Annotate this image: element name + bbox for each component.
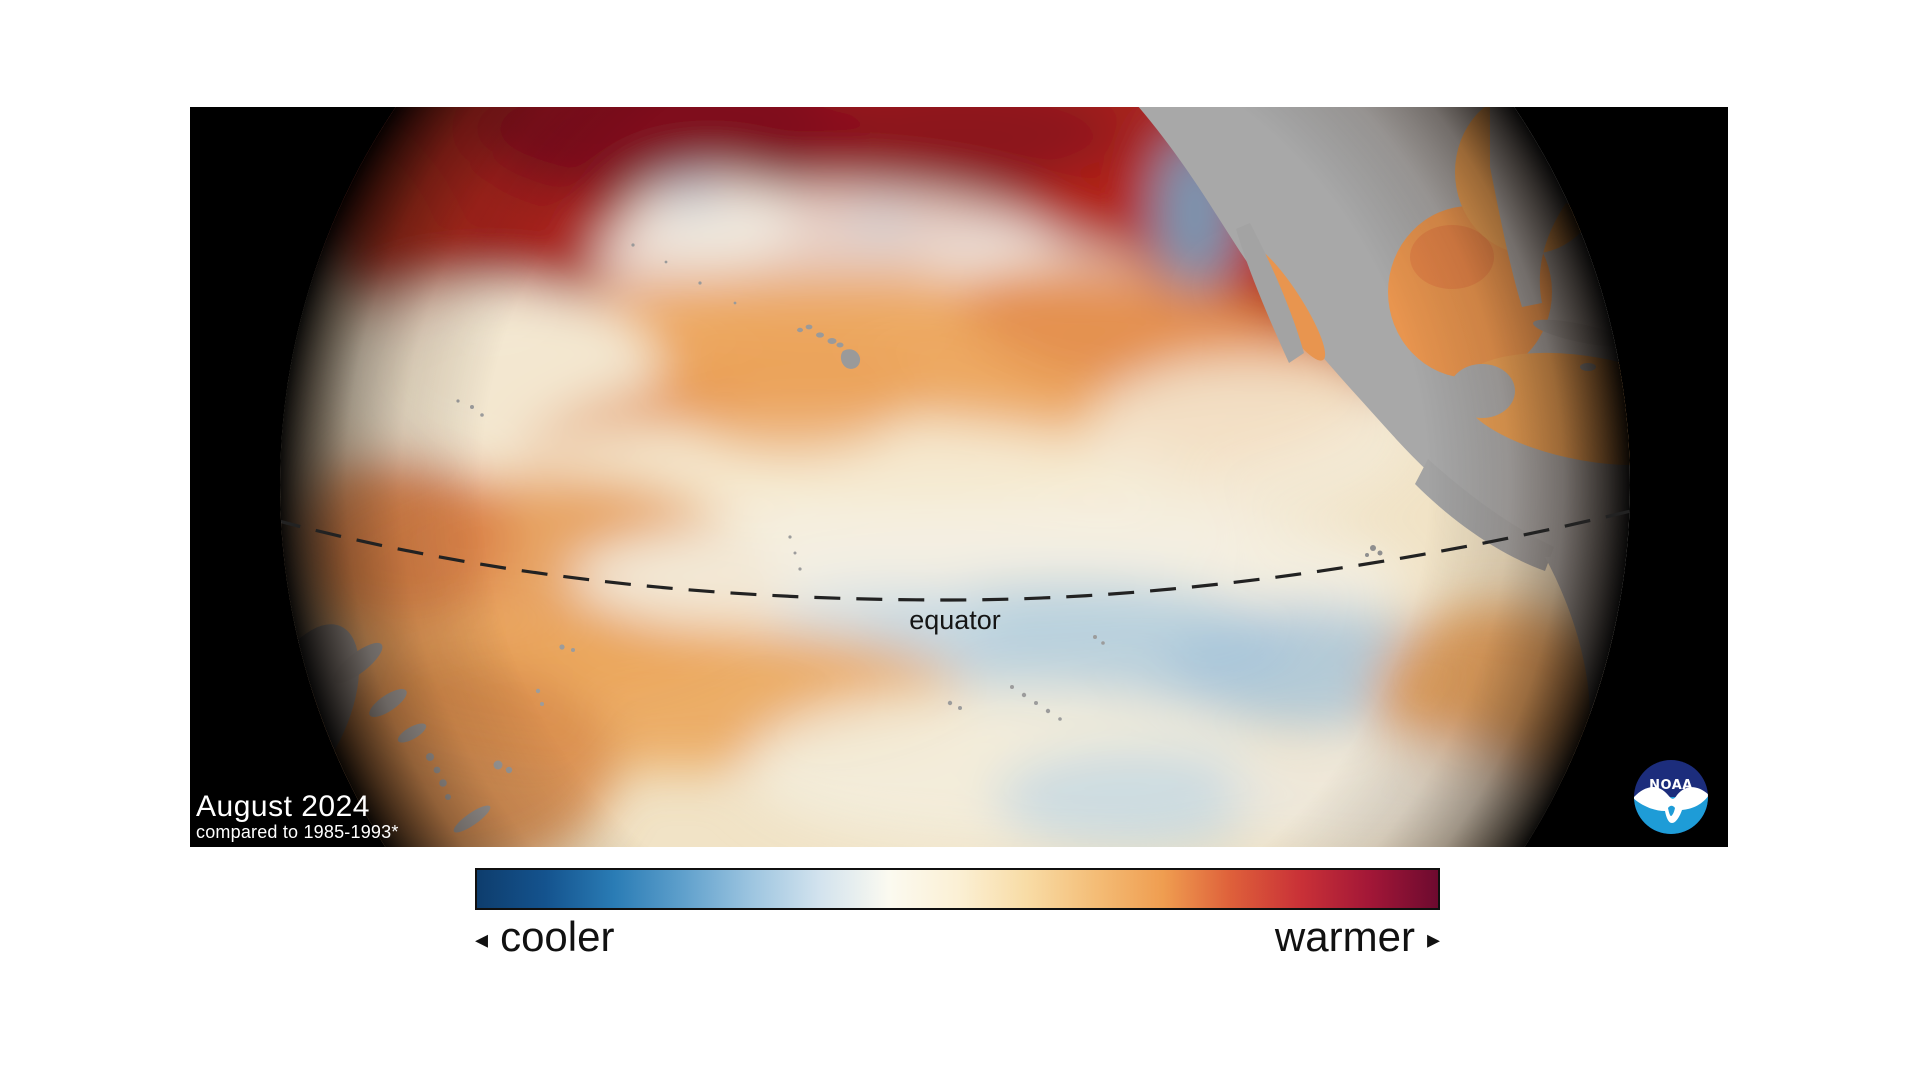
equator-label: equator — [909, 605, 1001, 635]
cooler-label: cooler — [500, 913, 615, 960]
warmer-label: warmer — [1274, 913, 1415, 960]
warmer-label-group: warmer ▸ — [1275, 913, 1440, 961]
limb-shading — [280, 107, 1630, 847]
cooler-label-group: ◂ cooler — [475, 913, 614, 961]
globe-graphic: equator — [190, 107, 1728, 847]
globe-disk: equator — [280, 107, 1630, 847]
sst-anomaly-figure: equator August 2024 compared to 1985-199… — [190, 107, 1728, 847]
warmer-arrow-icon: ▸ — [1426, 924, 1440, 954]
baseline-label: compared to 1985-1993* — [196, 821, 399, 842]
noaa-bird-icon — [1634, 787, 1708, 823]
noaa-logo-text: NOAA — [1649, 778, 1693, 793]
date-label: August 2024 — [196, 790, 370, 824]
cooler-arrow-icon: ◂ — [475, 924, 489, 954]
equator-line — [280, 508, 1630, 602]
noaa-logo: NOAA — [1634, 760, 1708, 834]
colorbar-labels: ◂ cooler warmer ▸ — [475, 911, 1440, 963]
anomaly-colorbar — [475, 868, 1440, 910]
date-block: August 2024 compared to 1985-1993* — [196, 790, 399, 842]
